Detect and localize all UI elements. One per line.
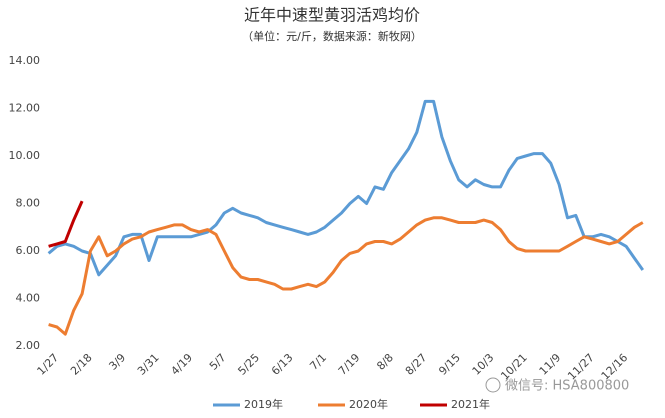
x-tick-label: 7/1 [307, 351, 329, 373]
x-tick-label: 5/7 [207, 351, 229, 373]
x-tick-label: 4/19 [168, 351, 195, 378]
x-tick-label: 9/15 [436, 351, 463, 378]
x-tick-label: 11/9 [537, 351, 564, 378]
x-tick-label: 10/3 [470, 351, 497, 378]
watermark-icon [485, 377, 501, 393]
line-series [48, 200, 84, 248]
x-tick-label: 8/27 [403, 351, 430, 378]
legend-label: 2020年 [349, 397, 388, 411]
y-tick-label: 2.00 [16, 339, 41, 352]
x-tick-label: 8/8 [374, 351, 396, 373]
x-tick-label: 1/27 [35, 351, 62, 378]
y-tick-label: 4.00 [16, 292, 41, 305]
x-tick-label: 3/31 [135, 351, 162, 378]
x-tick-label: 6/13 [269, 351, 296, 378]
x-tick-label: 7/19 [336, 351, 363, 378]
y-tick-label: 14.00 [9, 54, 41, 67]
chart-title: 近年中速型黄羽活鸡均价 [244, 6, 420, 25]
line-series [48, 216, 644, 336]
watermark: 微信号: HSA800800 [505, 379, 629, 394]
legend-label: 2019年 [244, 397, 283, 411]
x-tick-label: 5/25 [235, 351, 262, 378]
y-tick-label: 10.00 [9, 149, 41, 162]
line-series [47, 99, 645, 277]
x-tick-label: 3/9 [106, 351, 128, 373]
y-tick-label: 6.00 [16, 244, 41, 257]
y-tick-label: 8.00 [16, 197, 41, 210]
y-tick-label: 12.00 [9, 102, 41, 115]
chart-subtitle: （单位：元/斤，数据来源：新牧网） [242, 29, 422, 43]
x-tick-label: 2/18 [68, 351, 95, 378]
legend-label: 2021年 [451, 397, 490, 411]
